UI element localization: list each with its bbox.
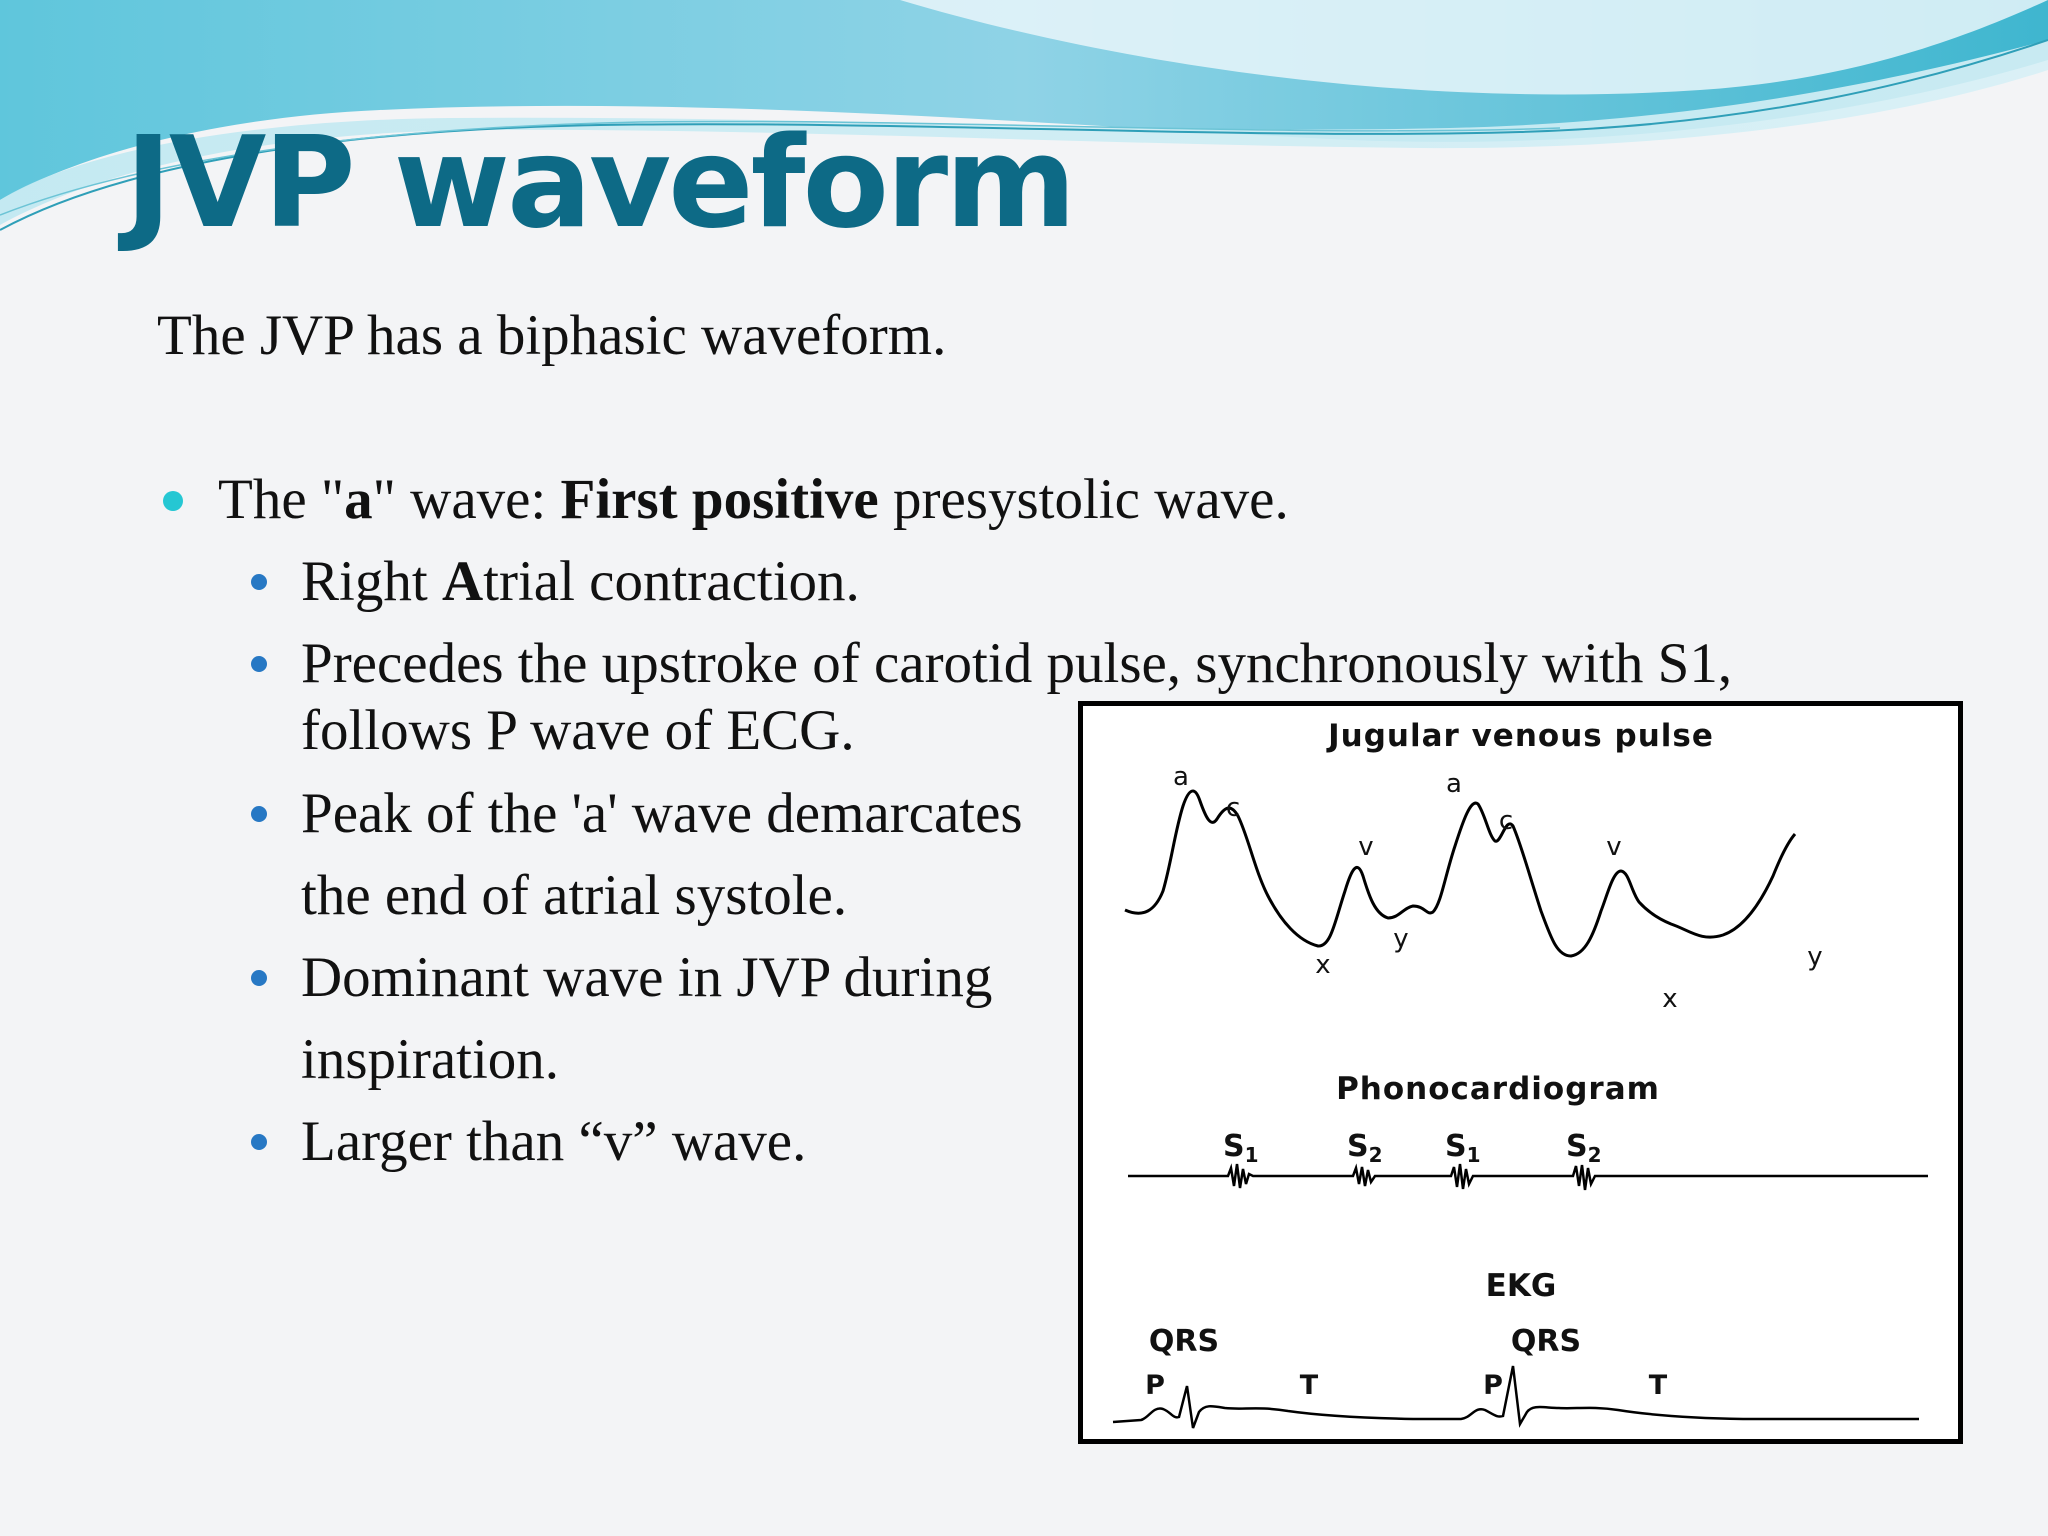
ekg-qrs-label: QRS bbox=[1149, 1324, 1219, 1359]
sub-bullet-right-atrial: Right Atrial contraction. bbox=[301, 550, 860, 613]
pcg-s2-label: S2 bbox=[1347, 1129, 1383, 1167]
sub-bullet-peak-line2: the end of atrial systole. bbox=[301, 864, 848, 927]
jvp-label-x2: x bbox=[1662, 984, 1677, 1014]
pcg-s2-label-2: S2 bbox=[1566, 1129, 1602, 1167]
ekg-trace bbox=[1112, 1365, 1919, 1429]
jvp-label-a: a bbox=[1173, 762, 1189, 792]
ekg-p-label-2: P bbox=[1483, 1370, 1503, 1401]
sub-bullet-dominant-line1: Dominant wave in JVP during bbox=[301, 946, 993, 1009]
ekg-p-label: P bbox=[1145, 1370, 1165, 1401]
sub-bullet-dot-icon bbox=[251, 656, 267, 672]
jvp-label-y: y bbox=[1393, 924, 1408, 954]
sub-bullet-dominant-line2: inspiration. bbox=[301, 1028, 560, 1091]
jvp-waveform-line bbox=[1124, 789, 1797, 958]
sub-bullet-precedes-line1: Precedes the upstroke of carotid pulse, … bbox=[301, 632, 1733, 695]
pcg-title: Phonocardiogram bbox=[1336, 1071, 1660, 1107]
sub-bullet-dot-icon bbox=[251, 574, 267, 590]
sub-bullet-dot-icon bbox=[251, 806, 267, 822]
intro-text: The JVP has a biphasic waveform. bbox=[157, 304, 947, 367]
pcg-s1-label-2: S1 bbox=[1445, 1129, 1481, 1167]
bullet-dot-icon bbox=[163, 491, 183, 511]
jvp-label-y2: y bbox=[1807, 942, 1822, 972]
jvp-title: Jugular venous pulse bbox=[1326, 718, 1714, 754]
jvp-label-c: c bbox=[1226, 793, 1240, 823]
jvp-label-v: v bbox=[1358, 832, 1373, 862]
sub-bullet-peak-line1: Peak of the 'a' wave demarcates bbox=[301, 782, 1023, 845]
jvp-diagram-figure: Jugular venous pulse a c v x y a c v x y… bbox=[1078, 701, 1963, 1444]
ekg-t-label: T bbox=[1300, 1370, 1319, 1401]
jvp-diagram: Jugular venous pulse a c v x y a c v x y… bbox=[1112, 718, 1928, 1429]
ekg-title: EKG bbox=[1486, 1268, 1557, 1304]
pcg-s1-label: S1 bbox=[1223, 1129, 1259, 1167]
jvp-label-a2: a bbox=[1446, 769, 1462, 799]
jvp-label-v2: v bbox=[1606, 832, 1621, 862]
slide-title: JVP waveform bbox=[125, 109, 1076, 256]
pcg-baseline bbox=[1128, 1163, 1928, 1191]
jvp-label-c2: c bbox=[1499, 806, 1513, 836]
sub-bullet-dot-icon bbox=[251, 970, 267, 986]
jvp-label-x: x bbox=[1315, 950, 1330, 980]
header-wave-decoration bbox=[0, 0, 2048, 231]
sub-bullet-precedes-line2: follows P wave of ECG. bbox=[301, 699, 855, 762]
ekg-t-label-2: T bbox=[1649, 1370, 1668, 1401]
bullet-a-wave: The "a" wave: First positive presystolic… bbox=[218, 468, 1289, 531]
sub-bullet-larger: Larger than “v” wave. bbox=[301, 1110, 807, 1173]
ekg-qrs-label-2: QRS bbox=[1511, 1324, 1581, 1359]
sub-bullet-dot-icon bbox=[251, 1134, 267, 1150]
